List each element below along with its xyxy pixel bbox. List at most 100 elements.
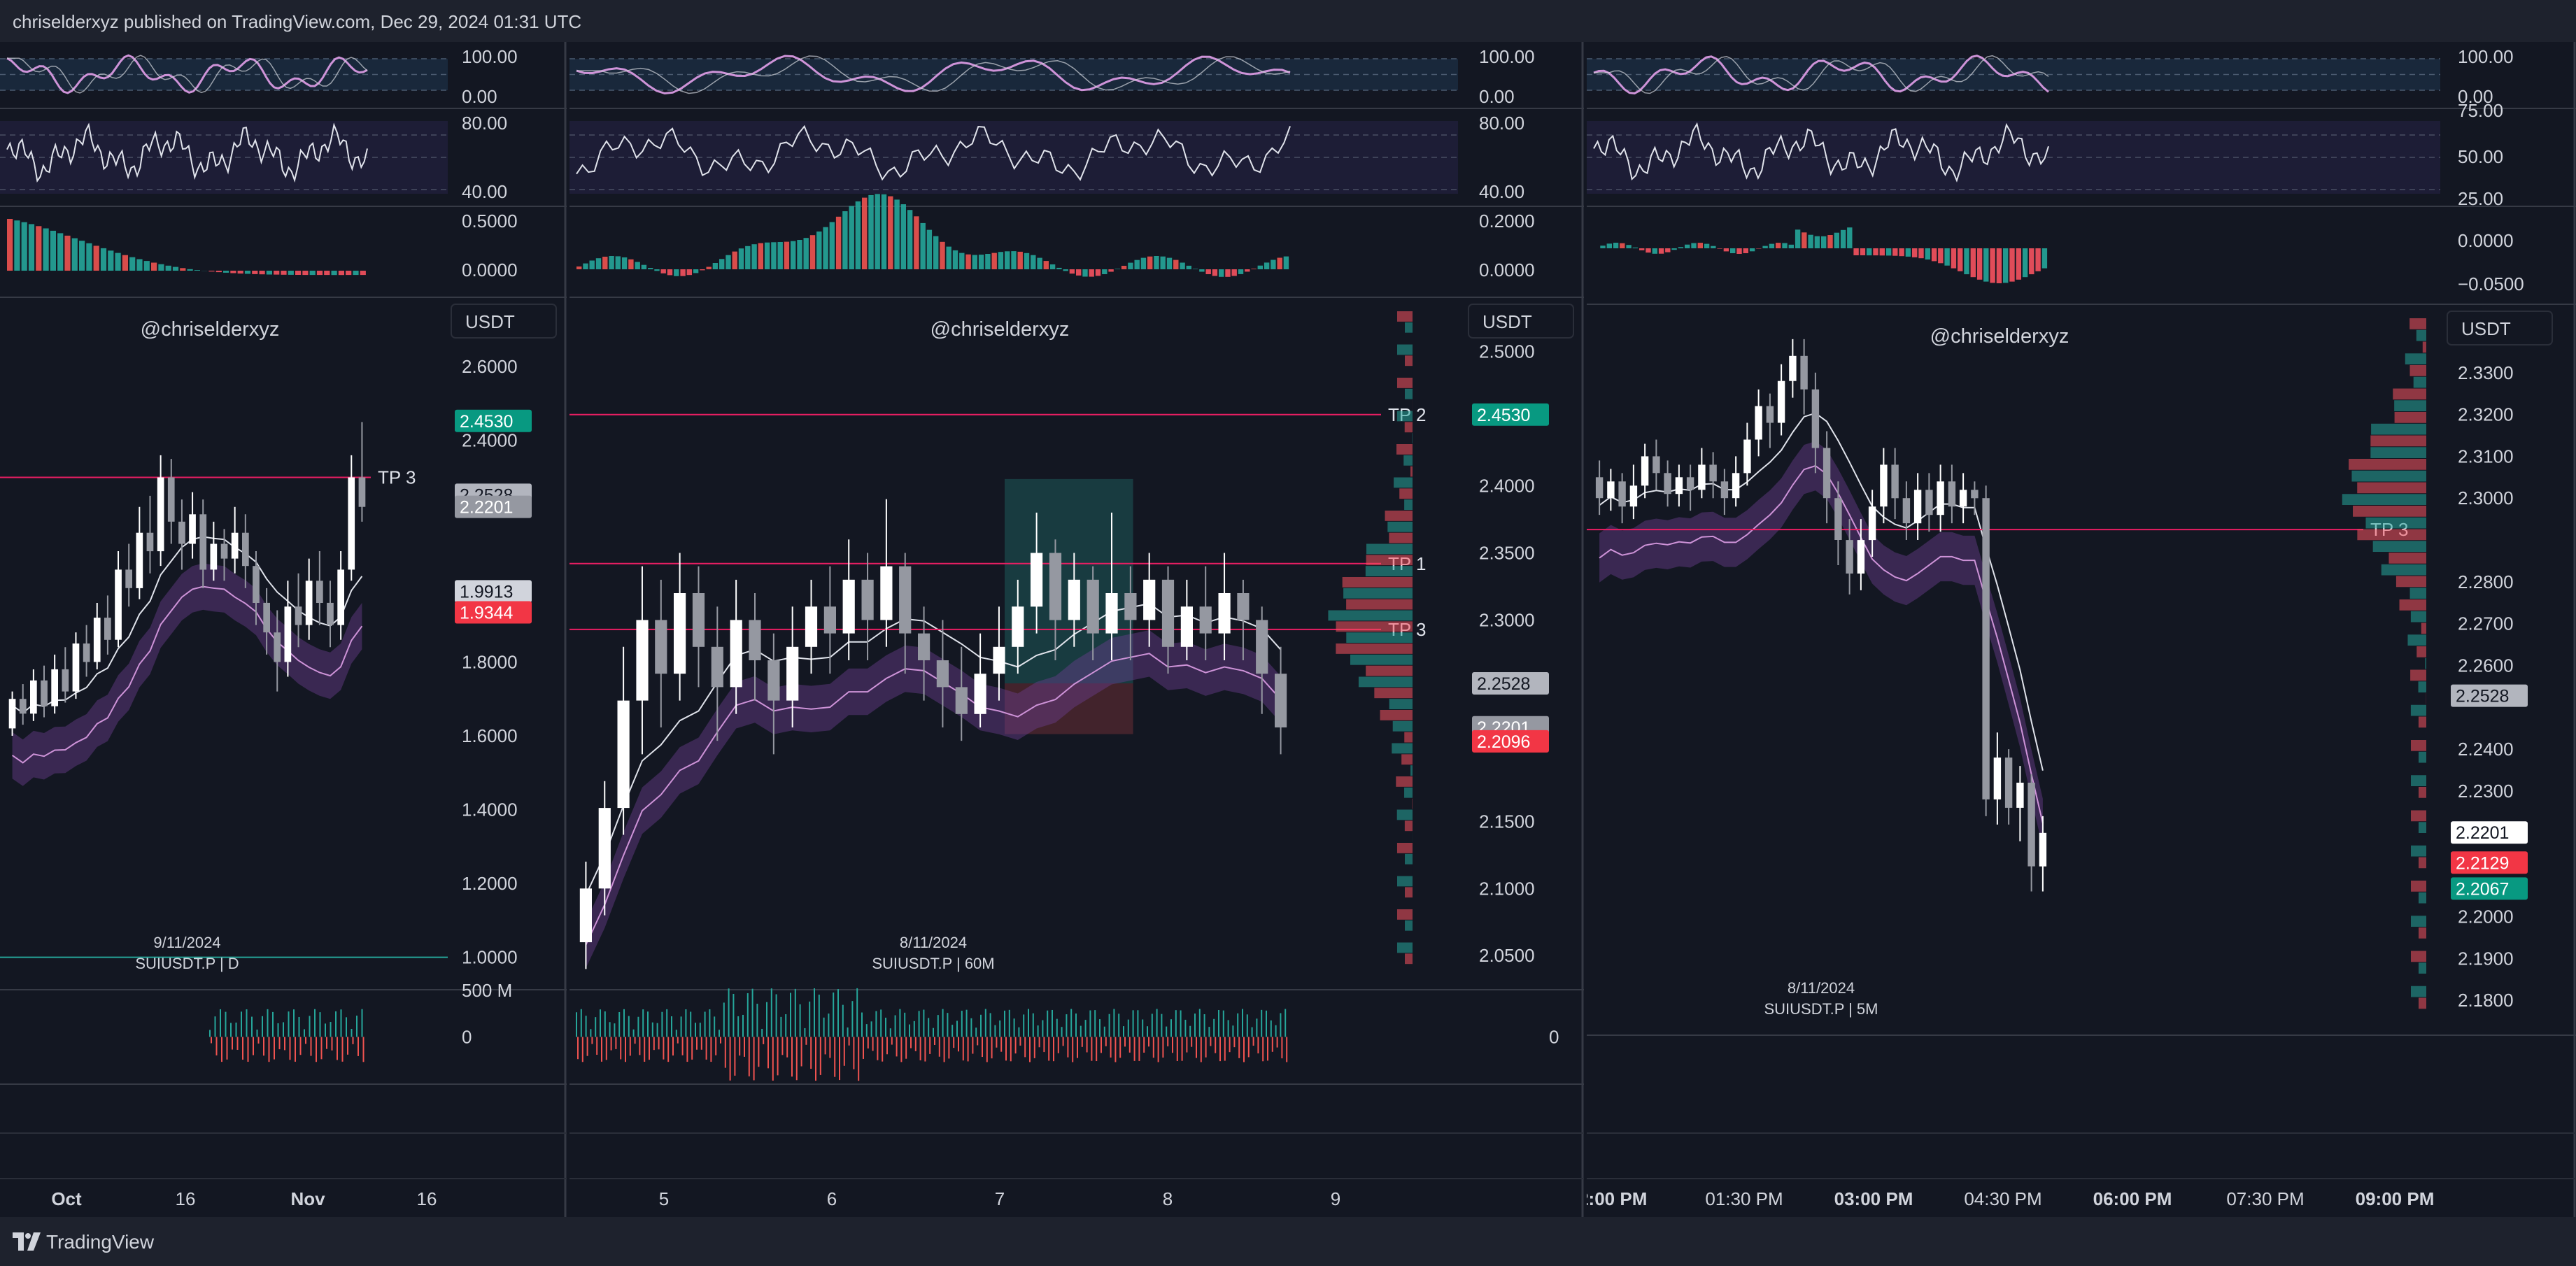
macd-bar <box>1652 248 1657 254</box>
main-price-pane[interactable]: @chriselderxyz USDT 2.5000 2.4000 2.3500 2.30… <box>569 304 1574 972</box>
candle-body <box>1846 540 1853 574</box>
price-axis-tick: 2.4000 <box>462 430 518 451</box>
macd-bar <box>1271 259 1276 269</box>
macd-bar <box>751 244 757 269</box>
macd-bar <box>1056 267 1062 269</box>
macd-bar <box>875 194 880 269</box>
rsi-line <box>576 55 1291 95</box>
macd-pane[interactable]: 0.0000 −0.0500 <box>1600 227 2524 294</box>
volume-pane[interactable]: 500 M 0 <box>209 980 512 1062</box>
macd-pane[interactable]: 0.5000 0.0000 <box>7 211 518 280</box>
chart-panel-60m[interactable]: 100.00 0.00 80.00 40.00 0.2000 0.0000 @chrisel… <box>569 42 1584 1217</box>
candle-body <box>842 579 855 634</box>
macd-bar <box>933 236 939 269</box>
currency-button[interactable]: USDT <box>1468 304 1574 339</box>
currency-button[interactable]: USDT <box>451 304 557 339</box>
currency-button-frame[interactable] <box>1468 304 1574 339</box>
candle-body <box>19 699 27 714</box>
chart-panel-5m[interactable]: 100.00 0.00 75.00 50.00 25.00 0.0000 −0.0500 @c… <box>1587 42 2576 1217</box>
rsi-pane[interactable]: 100.00 0.00 <box>1587 46 2514 107</box>
currency-button-label: USDT <box>465 311 515 332</box>
price-label: 2.2096 <box>1472 730 1549 753</box>
macd-bar <box>809 235 816 269</box>
price-axis-tick: 2.2300 <box>2458 781 2514 802</box>
macd-bar <box>641 264 647 269</box>
candle-body <box>231 532 239 559</box>
currency-button-frame[interactable] <box>2447 311 2553 346</box>
volume-pane[interactable]: 0 <box>576 988 1559 1081</box>
macd-bar <box>842 211 848 269</box>
macd-bar <box>1199 269 1205 272</box>
price-label-bg <box>1472 730 1549 753</box>
stoch-pane[interactable]: 80.00 40.00 <box>569 113 1524 202</box>
rsi-pane[interactable]: 100.00 0.00 <box>569 46 1535 107</box>
volume-profile-row <box>2381 564 2426 576</box>
price-axis-tick: 2.6000 <box>462 356 518 377</box>
symbol-interval-label: SUIUSDT.P | 60M <box>872 955 994 972</box>
macd-bar <box>1069 269 1075 274</box>
macd-tick-label: 0.0000 <box>2458 230 2514 251</box>
volume-profile-row <box>1366 665 1413 676</box>
price-axis-tick: 2.2400 <box>2458 739 2514 760</box>
chart-svg-daily[interactable]: 100.00 0.00 80.00 40.00 0.5000 0.0000 @chrisel… <box>0 42 567 1217</box>
volume-profile-row <box>2393 388 2426 400</box>
macd-bar <box>595 258 602 269</box>
rsi-pane[interactable]: 100.00 0.00 <box>0 46 518 107</box>
macd-bar <box>346 271 352 276</box>
macd-bar <box>1180 262 1185 269</box>
candle-body <box>1031 553 1043 607</box>
macd-bar <box>758 243 763 269</box>
volume-profile-row <box>1404 422 1413 433</box>
macd-bar <box>1905 248 1911 257</box>
time-axis[interactable]: Oct 16 Nov 16 <box>51 1188 437 1209</box>
price-label-text: 2.2528 <box>1477 674 1530 694</box>
macd-bar <box>1154 256 1159 269</box>
macd-bar <box>7 219 13 271</box>
price-label-text: 2.2528 <box>2456 687 2509 706</box>
candle-body <box>1675 477 1683 495</box>
candle-body <box>8 699 16 729</box>
price-axis-tick: 2.3300 <box>2458 362 2514 383</box>
macd-bar <box>1219 269 1224 277</box>
macd-bar <box>338 271 344 276</box>
macd-pane[interactable]: 0.2000 0.0000 <box>576 194 1535 280</box>
candle-body <box>598 808 611 889</box>
currency-button-frame[interactable] <box>451 304 557 339</box>
stoch-pane[interactable]: 80.00 40.00 <box>0 113 507 202</box>
volume-profile-row <box>1396 876 1413 887</box>
volume-profile-row <box>2416 329 2426 341</box>
volume-profile-row <box>1389 532 1413 543</box>
main-price-pane[interactable]: @chriselderxyz USDT 2.6000 2.4000 1.8000 1.60… <box>0 304 557 972</box>
macd-bar <box>1730 248 1736 253</box>
candle-body <box>936 660 949 688</box>
macd-bar <box>952 250 958 269</box>
main-price-pane[interactable]: @chriselderxyz USDT 2.3300 2.3200 2.3100 2.30… <box>1587 311 2553 1018</box>
chart-panel-daily[interactable]: 100.00 0.00 80.00 40.00 0.5000 0.0000 @chrisel… <box>0 42 567 1217</box>
macd-bar <box>1606 243 1612 248</box>
candle-body <box>2016 783 2024 808</box>
rsi-line <box>6 54 368 94</box>
stoch-pane[interactable]: 75.00 50.00 25.00 <box>1587 100 2503 209</box>
macd-bar <box>1678 247 1684 248</box>
candle-body <box>1891 464 1899 499</box>
time-axis[interactable]: 12:00 PM 01:30 PM 03:00 PM 04:30 PM 06:00 PM… <box>1587 1188 2434 1209</box>
volume-profile-row <box>1404 732 1413 743</box>
macd-bar <box>823 227 828 269</box>
currency-button[interactable]: USDT <box>2447 311 2553 346</box>
candle-body <box>1948 481 1956 507</box>
volume-profile-row <box>1343 588 1413 599</box>
candle-body <box>93 618 101 662</box>
volume-profile-row <box>1396 378 1413 388</box>
stoch-tick-label: 75.00 <box>2458 100 2503 121</box>
candle-body <box>1777 380 1785 423</box>
macd-bar <box>165 265 171 271</box>
candle-body <box>1732 473 1740 499</box>
volume-profile <box>1328 311 1413 965</box>
macd-bar <box>907 210 913 269</box>
chart-svg-60m[interactable]: 100.00 0.00 80.00 40.00 0.2000 0.0000 @chrisel… <box>569 42 1584 1217</box>
macd-bar <box>1147 256 1153 269</box>
macd-bar <box>914 216 919 269</box>
volume-profile-row <box>2418 787 2426 798</box>
time-axis[interactable]: 5 6 7 8 9 <box>659 1188 1340 1209</box>
